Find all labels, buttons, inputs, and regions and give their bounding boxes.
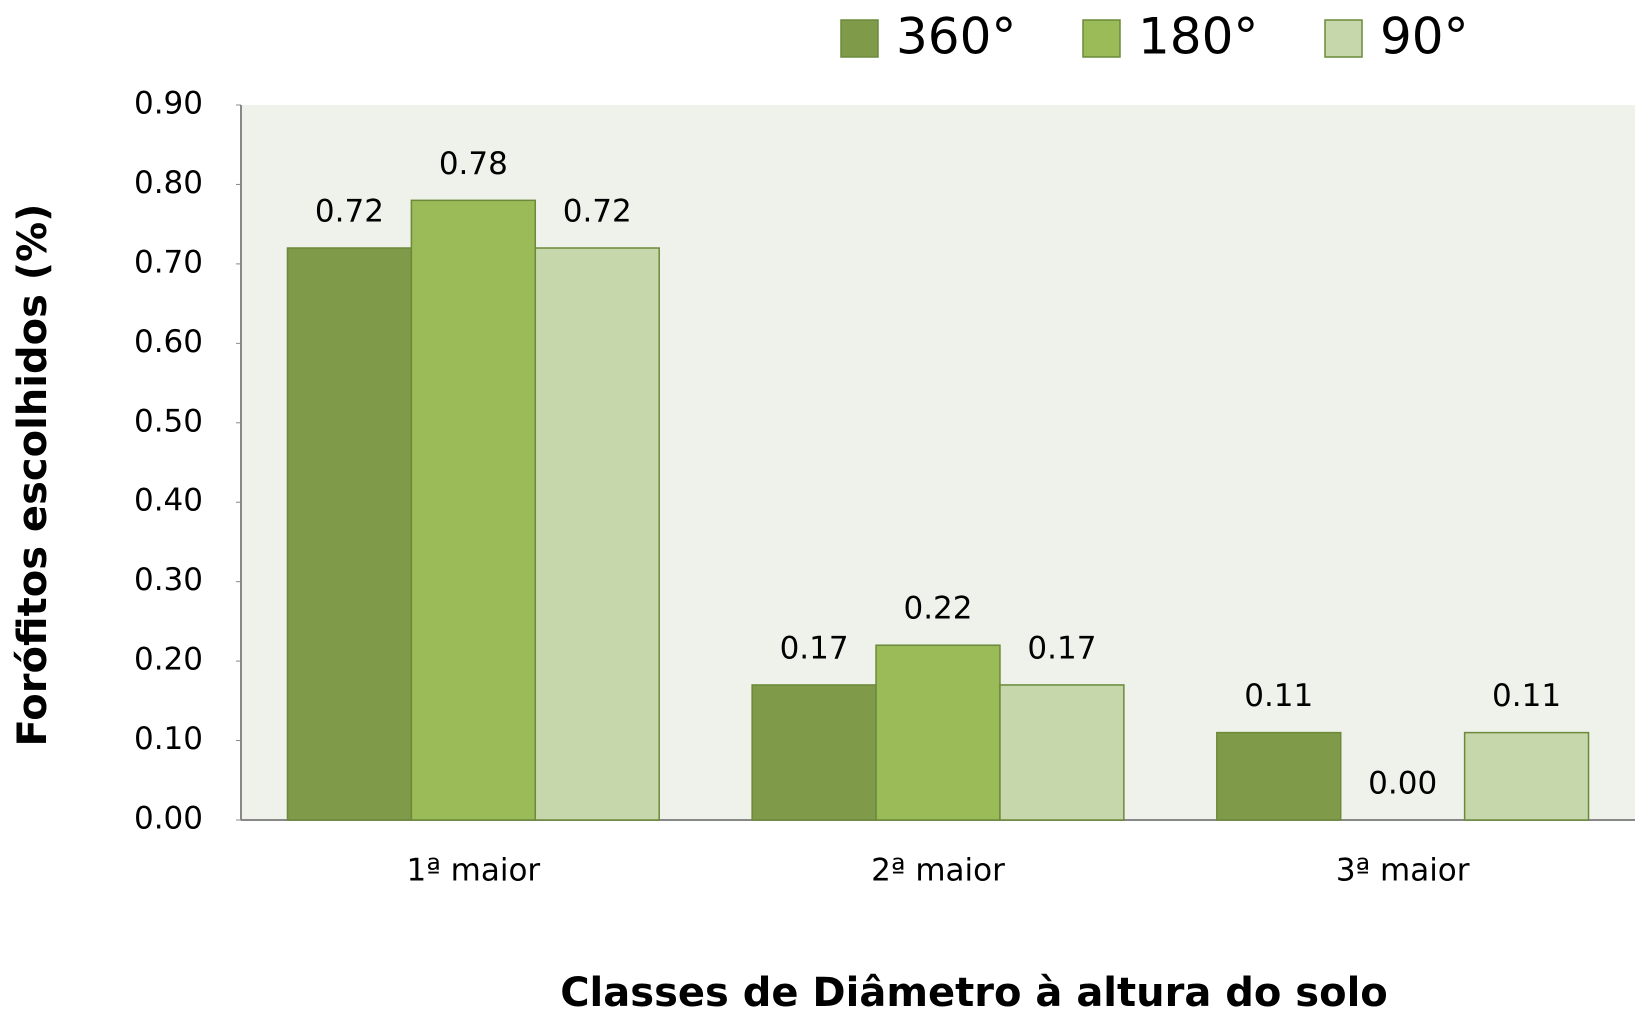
bar [286, 247, 413, 821]
data-label: 0.72 [315, 194, 384, 230]
y-tick-label: 0.90 [134, 86, 203, 122]
data-label: 0.17 [780, 630, 849, 666]
x-tick-label: 1ª maior [406, 853, 540, 889]
y-tick-label: 0.00 [134, 801, 203, 837]
bar [534, 247, 660, 821]
y-axis-title: Forófitos escolhidos (%) [10, 204, 56, 747]
legend-swatch [840, 19, 879, 58]
data-label: 0.78 [439, 146, 508, 182]
legend-label: 180° [1138, 8, 1258, 66]
bar [410, 199, 537, 821]
y-tick-label: 0.50 [134, 403, 203, 439]
y-tick-label: 0.70 [134, 244, 203, 280]
data-label: 0.72 [563, 194, 632, 230]
y-tick-label: 0.20 [134, 642, 203, 678]
x-tick-label: 2ª maior [871, 853, 1005, 889]
x-tick-label: 3ª maior [1336, 853, 1470, 889]
legend-label: 90° [1380, 8, 1469, 66]
legend-label: 360° [896, 8, 1016, 66]
data-label: 0.22 [903, 591, 972, 627]
bar [751, 684, 877, 821]
bar [999, 684, 1125, 821]
data-label: 0.11 [1492, 678, 1561, 714]
y-tick-label: 0.30 [134, 562, 203, 598]
data-label: 0.00 [1368, 766, 1437, 802]
x-axis-title: Classes de Diâmetro à altura do solo [560, 970, 1388, 1016]
legend-swatch [1082, 19, 1121, 58]
y-tick-label: 0.80 [134, 165, 203, 201]
y-tick-label: 0.40 [134, 483, 203, 519]
data-label: 0.11 [1244, 678, 1313, 714]
bar [875, 644, 1001, 821]
y-tick-label: 0.10 [134, 721, 203, 757]
legend-swatch [1324, 19, 1363, 58]
data-label: 0.17 [1027, 630, 1096, 666]
y-tick-label: 0.60 [134, 324, 203, 360]
bar [1463, 731, 1590, 821]
bar [1216, 731, 1342, 821]
